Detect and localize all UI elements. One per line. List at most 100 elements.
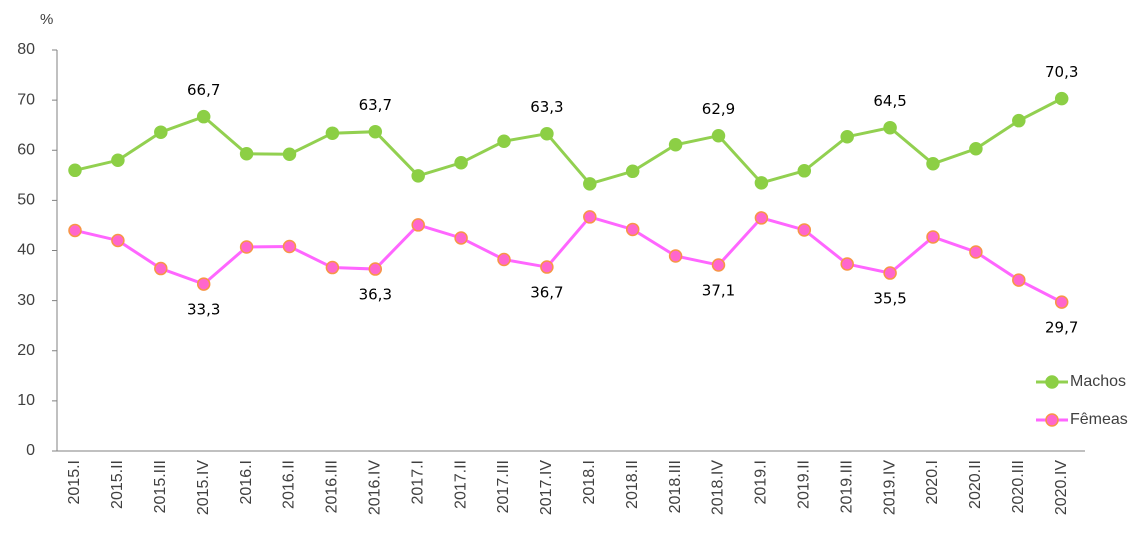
x-tick-label: 2016.IV bbox=[367, 460, 384, 515]
y-axis-label: % bbox=[40, 11, 53, 28]
x-tick-label: 2016.II bbox=[281, 460, 298, 509]
x-tick-label: 2018.I bbox=[581, 460, 598, 504]
point bbox=[68, 163, 82, 178]
data-label: 35,5 bbox=[873, 290, 906, 308]
point bbox=[797, 164, 812, 178]
x-tick-label: 2016.III bbox=[324, 460, 341, 513]
point bbox=[969, 245, 983, 259]
y-tick-label: 0 bbox=[26, 442, 35, 459]
point bbox=[239, 147, 254, 161]
point bbox=[497, 134, 511, 148]
x-tick-label: 2019.III bbox=[838, 460, 855, 513]
legend-label: Machos bbox=[1070, 373, 1126, 390]
point bbox=[711, 258, 726, 272]
x-tick-label: 2015.III bbox=[152, 460, 169, 513]
y-tick-label: 30 bbox=[17, 292, 35, 309]
point bbox=[454, 231, 468, 245]
point bbox=[282, 239, 297, 254]
legend-marker bbox=[1045, 375, 1059, 389]
x-tick-label: 2015.IV bbox=[195, 460, 212, 515]
x-tick-label: 2015.II bbox=[109, 460, 126, 509]
point bbox=[883, 120, 897, 135]
y-tick-label: 10 bbox=[17, 392, 35, 409]
y-tick-label: 70 bbox=[17, 91, 35, 108]
point bbox=[883, 266, 897, 280]
point bbox=[368, 124, 383, 139]
x-tick-label: 2020.III bbox=[1010, 460, 1027, 513]
y-tick-label: 20 bbox=[17, 342, 35, 359]
point bbox=[1012, 273, 1026, 287]
data-label: 70,3 bbox=[1045, 63, 1078, 81]
point bbox=[325, 260, 340, 275]
point bbox=[625, 164, 640, 179]
data-label: 63,7 bbox=[359, 96, 392, 114]
point bbox=[1012, 113, 1026, 128]
x-tick-label: 2020.II bbox=[967, 460, 984, 509]
data-label: 66,7 bbox=[187, 81, 220, 99]
x-tick-label: 2019.II bbox=[796, 460, 813, 509]
point bbox=[1054, 295, 1069, 309]
point bbox=[454, 156, 468, 170]
x-tick-label: 2017.I bbox=[409, 460, 426, 504]
x-tick-label: 2016.I bbox=[238, 460, 255, 504]
y-tick-label: 50 bbox=[17, 192, 35, 209]
point bbox=[625, 222, 640, 237]
point bbox=[411, 218, 425, 232]
x-tick-label: 2018.II bbox=[624, 460, 641, 509]
x-tick-label: 2017.III bbox=[495, 460, 512, 513]
data-label: 29,7 bbox=[1045, 319, 1078, 337]
point bbox=[68, 223, 82, 238]
x-tick-label: 2019.IV bbox=[881, 460, 898, 515]
point bbox=[196, 277, 211, 291]
x-tick-label: 2019.I bbox=[753, 460, 770, 504]
point bbox=[154, 125, 168, 139]
point bbox=[583, 177, 597, 191]
point bbox=[111, 153, 125, 168]
data-label: 33,3 bbox=[187, 301, 220, 319]
x-tick-label: 2017.IV bbox=[538, 460, 555, 515]
point bbox=[1054, 91, 1069, 106]
y-tick-label: 80 bbox=[17, 41, 35, 58]
point bbox=[111, 233, 125, 248]
point bbox=[926, 230, 940, 244]
point bbox=[840, 129, 854, 144]
x-tick-label: 2020.I bbox=[924, 460, 941, 504]
y-tick-label: 40 bbox=[17, 242, 35, 259]
point bbox=[711, 128, 726, 143]
point bbox=[540, 260, 554, 274]
data-label: 62,9 bbox=[702, 100, 735, 118]
data-label: 36,7 bbox=[530, 284, 563, 302]
point bbox=[325, 126, 340, 140]
point bbox=[368, 262, 383, 276]
point bbox=[969, 141, 983, 156]
point bbox=[668, 137, 683, 152]
legend-label: Fêmeas bbox=[1070, 411, 1128, 428]
point bbox=[411, 169, 425, 183]
data-label: 37,1 bbox=[702, 282, 735, 300]
series-line bbox=[74, 215, 1063, 304]
series-line bbox=[74, 97, 1063, 186]
point bbox=[754, 211, 769, 225]
point bbox=[497, 252, 511, 267]
point bbox=[196, 109, 211, 124]
data-label: 36,3 bbox=[359, 286, 392, 304]
data-label: 64,5 bbox=[873, 92, 906, 110]
point bbox=[754, 176, 769, 190]
point bbox=[797, 223, 812, 237]
data-label: 63,3 bbox=[530, 98, 563, 116]
point bbox=[239, 240, 254, 254]
x-tick-label: 2020.IV bbox=[1053, 460, 1070, 515]
point bbox=[840, 257, 854, 271]
y-tick-label: 60 bbox=[17, 141, 35, 158]
x-tick-label: 2018.IV bbox=[710, 460, 727, 515]
point bbox=[583, 210, 597, 224]
point bbox=[282, 147, 297, 162]
legend-marker bbox=[1045, 413, 1059, 427]
point bbox=[154, 261, 168, 276]
x-tick-label: 2015.I bbox=[66, 460, 83, 504]
point bbox=[540, 126, 554, 141]
x-tick-label: 2017.II bbox=[452, 460, 469, 509]
point bbox=[668, 249, 683, 263]
point bbox=[926, 157, 940, 171]
